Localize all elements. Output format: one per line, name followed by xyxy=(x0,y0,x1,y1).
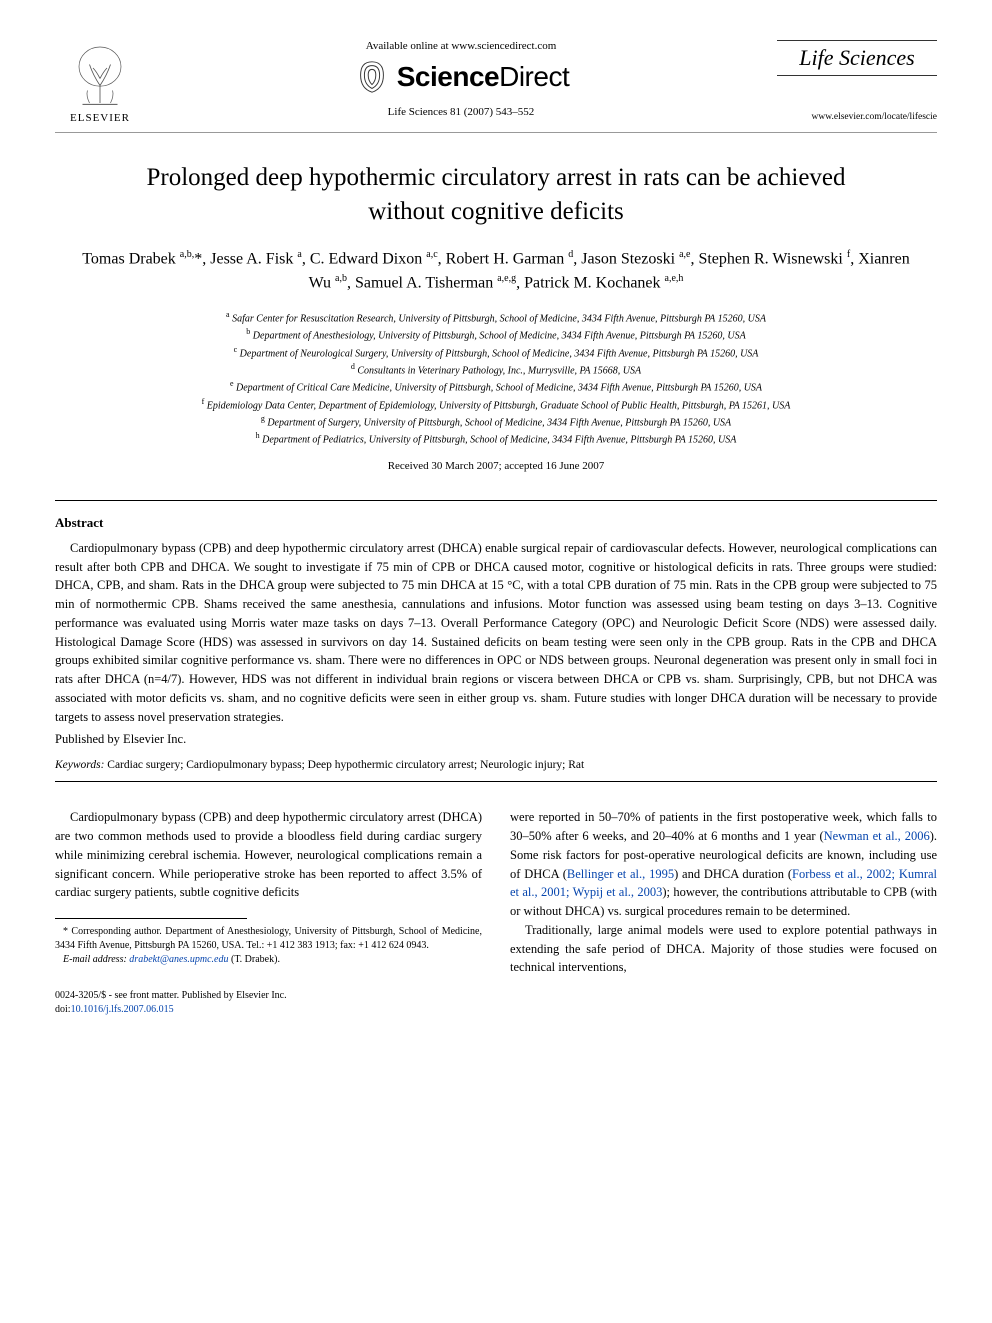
body-paragraph: Cardiopulmonary bypass (CPB) and deep hy… xyxy=(55,808,482,902)
elsevier-label: ELSEVIER xyxy=(70,112,130,124)
keywords-line: Keywords: Cardiac surgery; Cardiopulmona… xyxy=(55,759,937,771)
keywords-label: Keywords: xyxy=(55,759,104,771)
abstract-text: Cardiopulmonary bypass (CPB) and deep hy… xyxy=(55,541,937,724)
journal-name: Life Sciences xyxy=(777,40,937,76)
affiliation-item: a Safar Center for Resuscitation Researc… xyxy=(55,309,937,326)
body-paragraph: Traditionally, large animal models were … xyxy=(510,921,937,977)
citation-link[interactable]: Newman et al., 2006 xyxy=(824,829,930,843)
affiliation-item: d Consultants in Veterinary Pathology, I… xyxy=(55,361,937,378)
published-by: Published by Elsevier Inc. xyxy=(55,732,937,747)
sciencedirect-logo: ScienceDirect xyxy=(145,58,777,96)
body-columns: Cardiopulmonary bypass (CPB) and deep hy… xyxy=(55,808,937,1017)
doi-block: 0024-3205/$ - see front matter. Publishe… xyxy=(55,989,482,1017)
affiliation-item: f Epidemiology Data Center, Department o… xyxy=(55,396,937,413)
affiliation-item: c Department of Neurological Surgery, Un… xyxy=(55,344,937,361)
doi-line: doi:10.1016/j.lfs.2007.06.015 xyxy=(55,1003,482,1017)
affiliation-list: a Safar Center for Resuscitation Researc… xyxy=(55,309,937,448)
available-online-text: Available online at www.sciencedirect.co… xyxy=(145,40,777,52)
article-dates: Received 30 March 2007; accepted 16 June… xyxy=(55,460,937,472)
page-header: ELSEVIER Available online at www.science… xyxy=(55,40,937,133)
footnote-rule xyxy=(55,918,247,919)
sciencedirect-wordmark: ScienceDirect xyxy=(397,61,569,93)
affiliation-item: b Department of Anesthesiology, Universi… xyxy=(55,326,937,343)
keywords-values: Cardiac surgery; Cardiopulmonary bypass;… xyxy=(107,759,584,771)
article-title: Prolonged deep hypothermic circulatory a… xyxy=(115,161,877,229)
right-column: were reported in 50–70% of patients in t… xyxy=(510,808,937,1017)
affiliation-item: e Department of Critical Care Medicine, … xyxy=(55,378,937,395)
email-label: E-mail address: xyxy=(63,954,127,965)
sciencedirect-icon xyxy=(353,58,391,96)
email-footnote: E-mail address: drabekt@anes.upmc.edu (T… xyxy=(55,953,482,967)
journal-url: www.elsevier.com/locate/lifescie xyxy=(777,112,937,122)
front-matter-line: 0024-3205/$ - see front matter. Publishe… xyxy=(55,989,482,1003)
body-paragraph: were reported in 50–70% of patients in t… xyxy=(510,808,937,921)
abstract-heading: Abstract xyxy=(55,515,937,531)
author-list: Tomas Drabek a,b,*, Jesse A. Fisk a, C. … xyxy=(75,247,917,296)
elsevier-logo-block: ELSEVIER xyxy=(55,40,145,124)
elsevier-tree-icon xyxy=(65,40,135,110)
abstract-body: Cardiopulmonary bypass (CPB) and deep hy… xyxy=(55,539,937,727)
affiliation-item: g Department of Surgery, University of P… xyxy=(55,413,937,430)
citation-line: Life Sciences 81 (2007) 543–552 xyxy=(145,106,777,118)
divider-bottom xyxy=(55,781,937,782)
corresponding-author-footnote: * Corresponding author. Department of An… xyxy=(55,925,482,953)
email-suffix: (T. Drabek). xyxy=(231,954,280,965)
doi-link[interactable]: 10.1016/j.lfs.2007.06.015 xyxy=(71,1004,174,1015)
left-column: Cardiopulmonary bypass (CPB) and deep hy… xyxy=(55,808,482,1017)
journal-block: Life Sciences www.elsevier.com/locate/li… xyxy=(777,40,937,122)
affiliation-item: h Department of Pediatrics, University o… xyxy=(55,430,937,447)
email-link[interactable]: drabekt@anes.upmc.edu xyxy=(129,954,228,965)
divider-top xyxy=(55,500,937,501)
citation-link[interactable]: Bellinger et al., 1995 xyxy=(567,867,674,881)
center-header: Available online at www.sciencedirect.co… xyxy=(145,40,777,118)
